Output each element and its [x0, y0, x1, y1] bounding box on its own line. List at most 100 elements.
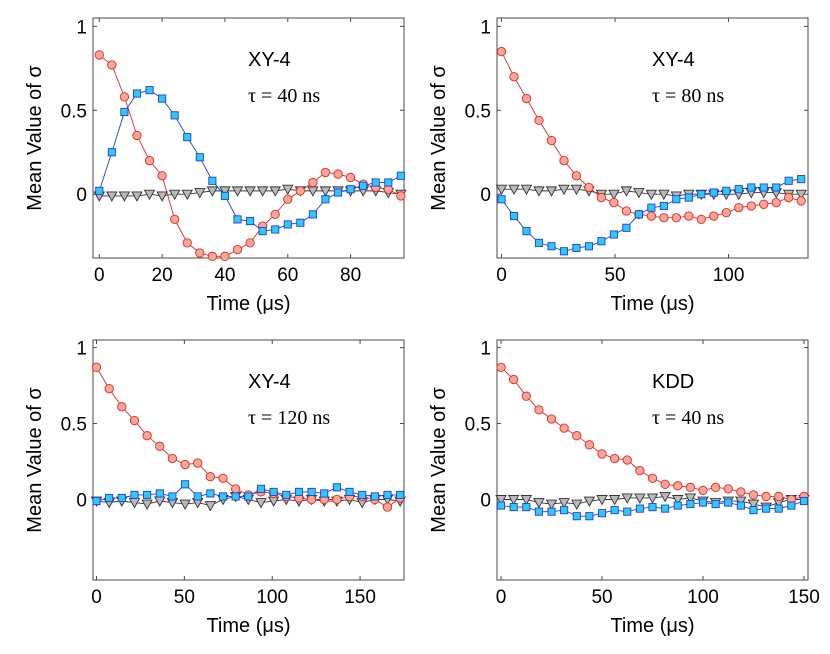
- blue-squares-point: [332, 483, 341, 492]
- chart-panel-bottom-right: 0 50 100 150 0 0.5 1 Time (μs) Mean Value of σ KD…: [428, 339, 820, 637]
- blue-squares-point: [370, 492, 379, 501]
- blue-squares-point: [256, 484, 266, 493]
- y-tick-label: 1: [480, 17, 491, 38]
- blue-squares-point: [145, 86, 154, 95]
- blue-squares-point: [648, 503, 657, 512]
- red-circles-point: [609, 453, 620, 464]
- blue-squares-point: [734, 185, 743, 194]
- red-circles-point: [559, 423, 569, 433]
- red-circles-point: [295, 186, 305, 196]
- x-tick-label: 60: [277, 265, 298, 286]
- blue-squares-point: [797, 175, 806, 184]
- red-circles-point: [748, 490, 759, 500]
- red-circles-point: [521, 93, 532, 104]
- blue-squares-point: [258, 227, 267, 236]
- gray-triangles-point: [658, 189, 670, 201]
- red-circles-point: [734, 203, 744, 213]
- red-circles-point: [646, 211, 657, 221]
- red-circles-point: [571, 171, 582, 181]
- red-circles-point: [660, 479, 670, 489]
- blue-squares-point: [358, 490, 367, 499]
- gray-triangles-point: [168, 189, 181, 201]
- red-circles-point: [685, 482, 696, 492]
- blue-squares-point: [522, 503, 531, 512]
- blue-squares-point: [661, 504, 670, 513]
- red-circles-point: [671, 213, 681, 223]
- x-tick-label: 20: [152, 265, 173, 286]
- red-circles-point: [107, 60, 117, 70]
- blue-squares-point: [220, 191, 229, 200]
- red-circles-point: [283, 194, 293, 204]
- blue-squares-point: [117, 493, 126, 503]
- red-circles-point: [245, 238, 255, 248]
- gray-triangles-point: [545, 499, 558, 510]
- red-circles-point: [596, 192, 607, 203]
- red-circles-point: [609, 197, 619, 208]
- red-circles-point: [572, 431, 582, 441]
- blue-squares-point: [634, 210, 643, 219]
- red-circles-point: [736, 487, 746, 497]
- gray-triangles-point: [206, 186, 219, 197]
- gray-triangles-point: [244, 186, 256, 197]
- annotation-sequence: KDD: [652, 371, 694, 393]
- gray-triangles-point: [646, 493, 659, 504]
- red-circles-point: [94, 50, 104, 60]
- gray-triangles-point: [684, 493, 697, 504]
- blue-squares-point: [359, 181, 368, 190]
- blue-squares-point: [762, 504, 771, 513]
- x-tick-label: 40: [214, 265, 235, 286]
- red-circles-point: [761, 491, 771, 502]
- gray-triangles-point: [319, 186, 332, 197]
- gray-triangles-point: [571, 499, 583, 510]
- blue-squares-point: [711, 500, 720, 509]
- plot-frame: [496, 339, 809, 581]
- red-circles-point: [721, 208, 731, 218]
- blue-squares-point: [684, 193, 693, 202]
- blue-squares-point: [168, 492, 177, 501]
- blue-squares-point: [333, 188, 343, 197]
- red-circles-point: [696, 214, 706, 225]
- blue-squares-point: [218, 492, 228, 501]
- blue-squares-point: [132, 89, 142, 98]
- blue-squares-point: [749, 506, 758, 515]
- x-axis-label: Time (μs): [206, 615, 290, 637]
- y-axis-label: Mean Value of σ: [24, 65, 46, 211]
- blue-squares-point: [799, 496, 809, 506]
- annotation-tau: τ = 80 ns: [652, 85, 724, 107]
- blue-squares-point: [534, 507, 543, 516]
- blue-squares-point: [183, 133, 192, 142]
- blue-squares-point: [371, 178, 380, 187]
- y-tick-label: 0.5: [61, 415, 87, 436]
- gray-triangles-point: [507, 495, 520, 506]
- x-axis-label: Time (μs): [610, 293, 694, 315]
- blue-squares-point: [673, 501, 682, 510]
- red-circles-point: [231, 484, 241, 494]
- red-circles-point: [673, 481, 683, 491]
- red-circles-point: [320, 167, 331, 178]
- blue-squares-point: [396, 171, 405, 180]
- blue-squares-line: [98, 89, 402, 232]
- blue-squares-point: [384, 178, 393, 187]
- gray-triangles-point: [219, 186, 231, 197]
- x-tick-label: 150: [788, 587, 820, 608]
- red-circles-point: [129, 415, 140, 426]
- red-circles-point: [534, 115, 544, 126]
- red-circles-point: [180, 459, 190, 470]
- blue-squares-point: [143, 490, 152, 499]
- blue-squares-point: [759, 183, 768, 192]
- gray-triangles-point: [495, 184, 508, 196]
- blue-squares-point: [772, 183, 781, 192]
- red-circles-point: [496, 362, 506, 372]
- gray-triangles-point: [231, 186, 244, 197]
- blue-squares-point: [170, 111, 179, 120]
- y-tick-label: 1: [76, 17, 87, 38]
- blue-squares-point: [697, 190, 706, 199]
- blue-squares-point: [672, 195, 681, 204]
- red-circles-point: [496, 46, 507, 57]
- blue-squares-point: [233, 215, 242, 224]
- annotation-tau: τ = 40 ns: [652, 407, 724, 429]
- red-circles-point: [546, 135, 557, 146]
- blue-squares-point: [496, 501, 506, 510]
- red-circles-point: [534, 405, 544, 415]
